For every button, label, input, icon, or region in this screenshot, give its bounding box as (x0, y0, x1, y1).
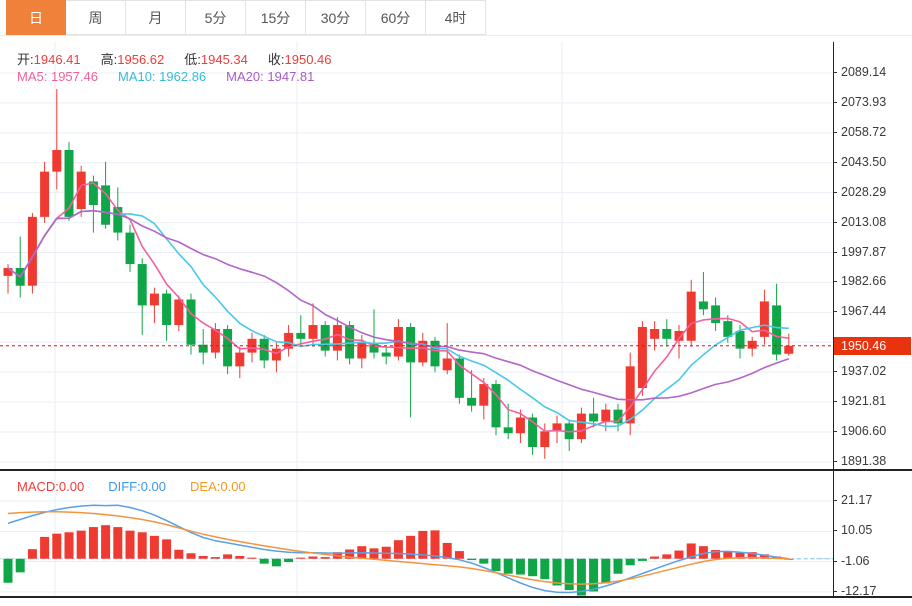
price-tick-label: 2058.72 (833, 125, 886, 139)
bottom-border (0, 596, 912, 598)
ma5-value: MA5: 1957.46 (17, 69, 98, 84)
ma10-value: MA10: 1962.86 (117, 69, 207, 84)
tab-60min[interactable]: 60分 (366, 0, 426, 35)
interval-tabbar: 日 周 月 5分 15分 30分 60分 4时 (0, 0, 912, 36)
price-tick-label: 2073.93 (833, 95, 886, 109)
tab-month[interactable]: 月 (126, 0, 186, 35)
price-tick-label: 1921.81 (833, 394, 886, 408)
candlestick-chart-canvas[interactable] (0, 36, 833, 470)
tab-4hour[interactable]: 4时 (426, 0, 486, 35)
price-tick-label: 2089.14 (833, 65, 886, 79)
macd-tick-label: 21.17 (833, 493, 872, 507)
ohlc-info-row: 开:1946.41 高:1956.62 低:1945.34 收:1950.46 (17, 49, 332, 68)
dea-value: DEA:0.00 (190, 479, 246, 494)
price-tick-label: 1967.44 (833, 304, 886, 318)
tab-30min[interactable]: 30分 (306, 0, 366, 35)
price-axis: 2089.14 2073.93 2058.72 2043.50 2028.29 2013.… (833, 0, 912, 606)
tab-week[interactable]: 周 (66, 0, 126, 35)
macd-value: MACD:0.00 (17, 479, 85, 494)
macd-tick-label: 10.05 (833, 523, 872, 537)
close-value: 收:1950.46 (267, 52, 332, 67)
price-tick-label: 2013.08 (833, 215, 886, 229)
macd-info-row: MACD:0.00 DIFF:0.00 DEA:0.00 (17, 479, 246, 494)
price-tick-label: 1997.87 (833, 245, 886, 259)
macd-chart-canvas[interactable] (0, 470, 833, 597)
price-tick-label: 1891.38 (833, 454, 886, 468)
price-tick-label: 1906.60 (833, 424, 886, 438)
high-value: 高:1956.62 (100, 52, 165, 67)
tab-5min[interactable]: 5分 (186, 0, 246, 35)
macd-tick-label: -12.17 (833, 584, 876, 598)
ma-info-row: MA5: 1957.46 MA10: 1962.86 MA20: 1947.81 (17, 69, 314, 84)
open-value: 开:1946.41 (17, 52, 81, 67)
price-tick-label: 1982.66 (833, 274, 886, 288)
tab-15min[interactable]: 15分 (246, 0, 306, 35)
diff-value: DIFF:0.00 (108, 479, 167, 494)
price-tick-label: 2043.50 (833, 155, 886, 169)
price-tick-label: 1937.02 (833, 364, 886, 378)
ma20-value: MA20: 1947.81 (226, 69, 315, 84)
macd-tick-label: -1.06 (833, 554, 870, 568)
price-axis-line (833, 42, 834, 598)
low-value: 低:1945.34 (184, 52, 248, 67)
tab-day[interactable]: 日 (6, 0, 66, 35)
current-price-badge: 1950.46 (834, 336, 911, 355)
price-tick-label: 2028.29 (833, 185, 886, 199)
panel-separator (0, 469, 912, 471)
